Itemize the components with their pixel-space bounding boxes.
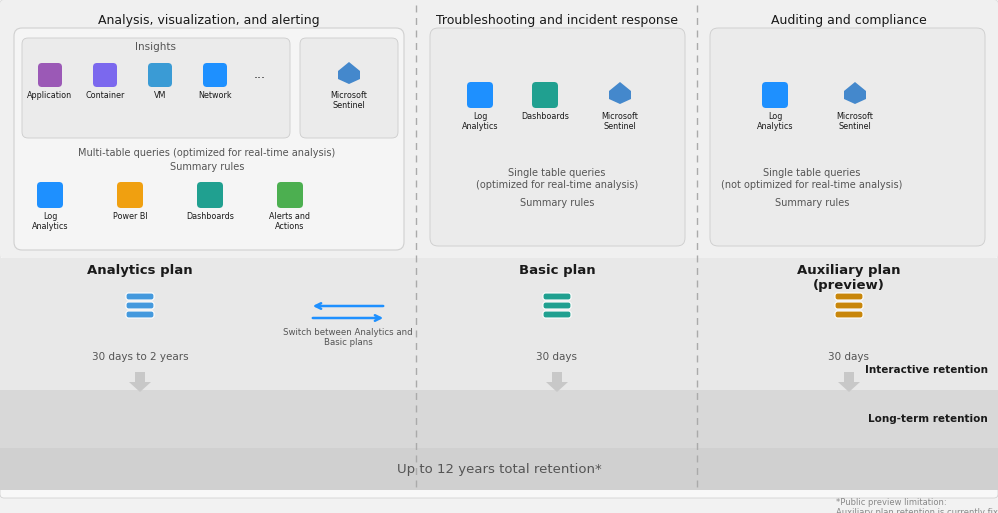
Text: Up to 12 years total retention*: Up to 12 years total retention* <box>396 463 602 476</box>
Text: Analytics plan: Analytics plan <box>87 264 193 277</box>
Polygon shape <box>338 62 360 84</box>
FancyBboxPatch shape <box>93 63 117 87</box>
Text: Summary rules: Summary rules <box>170 162 245 172</box>
FancyBboxPatch shape <box>430 28 685 246</box>
Text: Power BI: Power BI <box>113 212 148 221</box>
FancyBboxPatch shape <box>710 28 985 246</box>
Text: 30 days to 2 years: 30 days to 2 years <box>92 352 189 362</box>
Polygon shape <box>844 82 866 104</box>
FancyBboxPatch shape <box>835 302 863 309</box>
FancyBboxPatch shape <box>543 311 571 318</box>
FancyBboxPatch shape <box>543 293 571 300</box>
FancyBboxPatch shape <box>126 302 154 309</box>
Text: VM: VM <box>154 91 167 100</box>
FancyBboxPatch shape <box>762 82 788 108</box>
Text: Dashboards: Dashboards <box>186 212 234 221</box>
FancyBboxPatch shape <box>38 63 62 87</box>
Text: Switch between Analytics and
Basic plans: Switch between Analytics and Basic plans <box>283 328 413 347</box>
FancyBboxPatch shape <box>126 311 154 318</box>
Text: Dashboards: Dashboards <box>521 112 569 121</box>
Text: Network: Network <box>199 91 232 100</box>
Text: 30 days: 30 days <box>537 352 578 362</box>
Text: Log
Analytics: Log Analytics <box>32 212 68 231</box>
FancyBboxPatch shape <box>0 448 998 490</box>
Text: Single table queries
(optimized for real-time analysis): Single table queries (optimized for real… <box>476 168 638 190</box>
Text: Long-term retention: Long-term retention <box>868 414 988 424</box>
Text: Microsoft
Sentinel: Microsoft Sentinel <box>330 91 367 110</box>
Text: ...: ... <box>254 69 266 82</box>
Text: 30 days: 30 days <box>828 352 869 362</box>
Text: Basic plan: Basic plan <box>519 264 596 277</box>
FancyBboxPatch shape <box>14 28 404 250</box>
FancyBboxPatch shape <box>126 293 154 300</box>
Text: Summary rules: Summary rules <box>774 198 849 208</box>
Text: Log
Analytics: Log Analytics <box>756 112 793 131</box>
Text: Troubleshooting and incident response: Troubleshooting and incident response <box>436 14 678 27</box>
Bar <box>844 372 854 382</box>
Text: Container: Container <box>85 91 125 100</box>
FancyBboxPatch shape <box>203 63 227 87</box>
Text: *Public preview limitation:
Auxiliary plan retention is currently fixed at 365 d: *Public preview limitation: Auxiliary pl… <box>836 498 998 513</box>
FancyBboxPatch shape <box>117 182 143 208</box>
Text: Application: Application <box>27 91 73 100</box>
Text: Single table queries
(not optimized for real-time analysis): Single table queries (not optimized for … <box>722 168 902 190</box>
Text: Microsoft
Sentinel: Microsoft Sentinel <box>602 112 639 131</box>
FancyBboxPatch shape <box>277 182 303 208</box>
Text: Insights: Insights <box>136 42 177 52</box>
Text: Log
Analytics: Log Analytics <box>462 112 498 131</box>
FancyBboxPatch shape <box>0 390 998 448</box>
FancyBboxPatch shape <box>0 258 998 390</box>
FancyBboxPatch shape <box>467 82 493 108</box>
Text: Alerts and
Actions: Alerts and Actions <box>269 212 310 231</box>
FancyBboxPatch shape <box>532 82 558 108</box>
Text: Interactive retention: Interactive retention <box>865 365 988 375</box>
FancyBboxPatch shape <box>543 302 571 309</box>
Bar <box>135 372 145 382</box>
Polygon shape <box>838 382 860 392</box>
Text: Summary rules: Summary rules <box>520 198 594 208</box>
Text: Multi-table queries (optimized for real-time analysis): Multi-table queries (optimized for real-… <box>79 148 335 158</box>
Polygon shape <box>546 382 568 392</box>
Text: Analysis, visualization, and alerting: Analysis, visualization, and alerting <box>98 14 319 27</box>
FancyBboxPatch shape <box>0 0 998 498</box>
FancyBboxPatch shape <box>835 293 863 300</box>
FancyBboxPatch shape <box>22 38 290 138</box>
Polygon shape <box>609 82 631 104</box>
FancyBboxPatch shape <box>197 182 223 208</box>
Bar <box>552 372 562 382</box>
FancyBboxPatch shape <box>300 38 398 138</box>
Text: Microsoft
Sentinel: Microsoft Sentinel <box>836 112 873 131</box>
Polygon shape <box>129 382 151 392</box>
FancyBboxPatch shape <box>37 182 63 208</box>
FancyBboxPatch shape <box>835 311 863 318</box>
FancyBboxPatch shape <box>148 63 172 87</box>
Text: Auditing and compliance: Auditing and compliance <box>771 14 927 27</box>
Text: Auxiliary plan
(preview): Auxiliary plan (preview) <box>797 264 901 292</box>
FancyBboxPatch shape <box>0 0 998 258</box>
